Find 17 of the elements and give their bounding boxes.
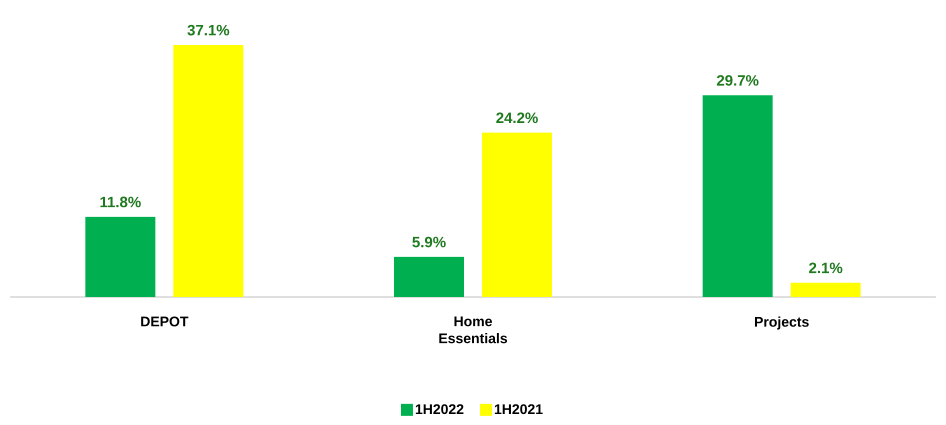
bar [85, 216, 156, 297]
data-label: 29.7% [716, 75, 759, 86]
bar [394, 256, 464, 297]
x-tick-label: DEPOT [141, 316, 188, 326]
data-label: 37.1% [187, 24, 230, 36]
x-tick-label: Projects [754, 316, 809, 330]
bar [482, 132, 552, 297]
bar [702, 95, 773, 297]
legend-label: 1H2022 [416, 404, 464, 414]
x-tick-label: Home Essentials [439, 316, 508, 344]
data-label: 5.9% [412, 236, 446, 248]
data-label: 11.8% [100, 196, 141, 208]
data-label: 2.1% [809, 262, 842, 274]
bar [173, 44, 244, 297]
bar [790, 282, 861, 297]
data-label: 24.2% [496, 112, 538, 124]
legend-label: 1H2021 [494, 404, 543, 414]
